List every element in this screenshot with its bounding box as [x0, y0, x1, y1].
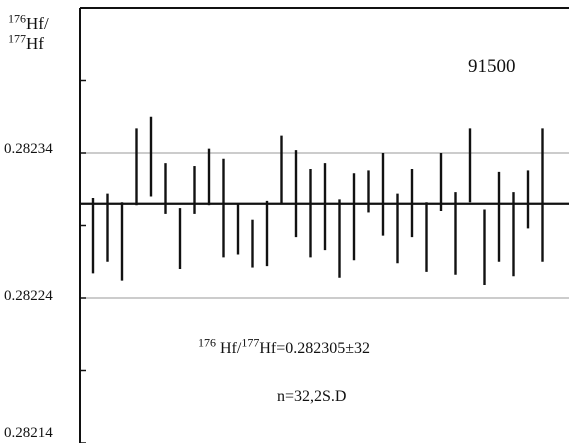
y-label-sup-177: 177 — [8, 31, 26, 46]
y-tick-label-0.28224: 0.28224 — [4, 288, 53, 304]
y-tick-label-0.28214: 0.28214 — [4, 425, 53, 441]
ann-value: Hf=0.282305±32 — [259, 340, 371, 357]
ann-sup-176: 176 — [198, 335, 216, 350]
n-annotation: n=32,2S.D — [277, 388, 347, 405]
y-label-hf-177: Hf — [26, 34, 44, 53]
mean-annotation: 176 Hf/177Hf=0.282305±32 — [198, 337, 371, 358]
y-axis-label: 176Hf/ 177Hf — [8, 11, 49, 54]
ann-sup-177: 177 — [241, 335, 260, 350]
y-label-hf-176: Hf/ — [26, 14, 49, 33]
ann-hf-176: Hf/ — [216, 340, 242, 357]
y-tick-label-0.28234: 0.28234 — [4, 141, 53, 157]
y-label-sup-176: 176 — [8, 11, 26, 26]
sample-label: 91500 — [468, 56, 516, 77]
